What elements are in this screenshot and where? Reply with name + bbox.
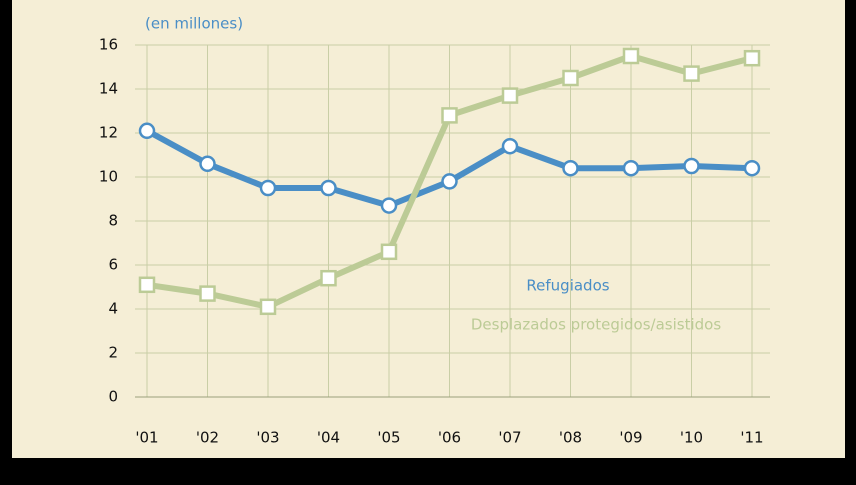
y-tick-label: 0 [108,388,118,406]
marker-square [562,69,579,87]
y-tick-label: 8 [108,212,118,230]
x-tick-label: '08 [559,429,582,447]
y-tick-label: 6 [108,256,118,274]
marker-circle [441,173,458,190]
marker-circle [743,159,761,177]
x-tick-label: '04 [317,429,340,447]
marker-circle [622,159,640,177]
marker-square [743,49,761,67]
marker-square [259,298,277,316]
marker-circle [380,197,398,214]
y-tick-label: 16 [99,36,118,54]
background [12,0,845,458]
x-tick-label: '09 [619,429,642,447]
y-tick-label: 4 [108,300,118,318]
marker-circle [259,179,277,197]
x-tick-label: '11 [740,429,763,447]
marker-circle [683,157,700,175]
marker-circle [320,179,337,197]
x-tick-label: '03 [256,429,279,447]
x-tick-label: '10 [680,429,703,447]
marker-square [501,87,519,104]
x-tick-label: '01 [135,429,158,447]
y-tick-label: 10 [99,168,118,186]
marker-square [683,65,700,82]
marker-square [199,285,216,302]
y-tick-label: 14 [99,80,118,98]
chart-subtitle: (en millones) [145,15,243,33]
marker-square [320,269,337,287]
marker-circle [199,155,216,173]
marker-circle [562,159,579,177]
x-tick-label: '07 [498,429,521,447]
series-label: Refugiados [526,277,609,295]
marker-circle [138,122,156,140]
marker-square [380,243,398,261]
x-tick-label: '02 [196,429,219,447]
marker-square [622,47,640,65]
series-label: Desplazados protegidos/asistidos [471,316,721,334]
x-tick-label: '06 [438,429,461,447]
marker-square [138,276,156,294]
marker-square [441,107,458,124]
x-tick-label: '05 [377,429,400,447]
y-tick-label: 2 [108,344,118,362]
marker-circle [501,137,519,155]
y-tick-label: 12 [99,124,118,142]
